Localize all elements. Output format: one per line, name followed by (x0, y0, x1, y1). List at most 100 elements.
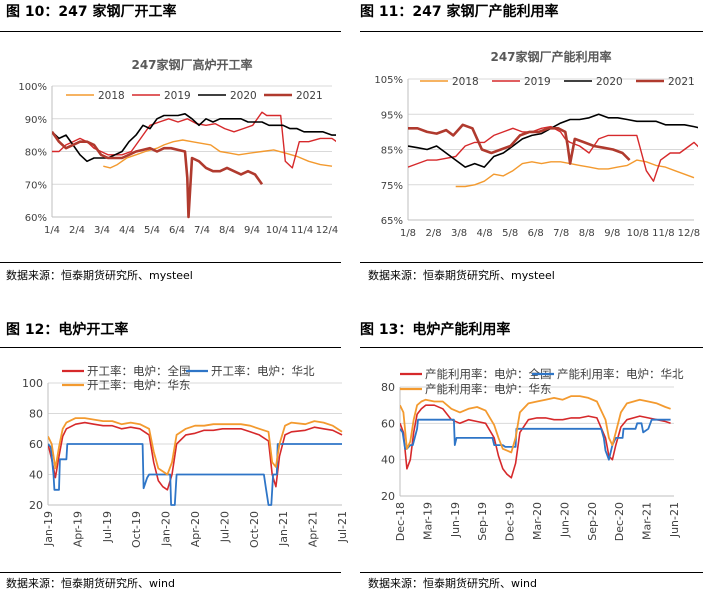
legend-label: 2020 (230, 90, 257, 102)
source-note: 数据来源：恒泰期货研究所、mysteel (6, 269, 193, 282)
series-line-series-0 (400, 404, 671, 479)
x-tick-label: Jun-20 (558, 502, 571, 538)
figure-title: 图 11：247 家钢厂产能利用率 (360, 4, 559, 20)
legend-label: 产能利用率：电炉：全国 (425, 367, 552, 381)
x-tick-label: Dec-20 (613, 502, 626, 541)
series-line-series-2 (408, 113, 698, 168)
x-tick-label: Jan-19 (42, 511, 55, 547)
footer-rule (0, 572, 341, 573)
x-tick-label: 1/8 (400, 228, 416, 239)
x-tick-label: 3/8 (451, 228, 467, 239)
series-line-series-3 (52, 131, 264, 219)
y-tick-label: 40 (29, 469, 43, 482)
legend-label: 2020 (596, 76, 623, 88)
series-line-series-1 (408, 125, 698, 182)
panel-fig10: 图 10：247 家钢厂开工率 247家钢厂高炉开工率 100% 90% 80% 70%… (0, 0, 353, 290)
y-tick-label: 75% (381, 181, 403, 192)
x-tick-label: 1/4 (44, 225, 60, 236)
x-tick-label: Apr-21 (307, 511, 320, 547)
series-line-series-1 (48, 443, 342, 506)
x-tick-label: 5/4 (144, 225, 160, 236)
x-tick-label: Jul-20 (218, 511, 231, 543)
y-tick-label: 40 (381, 454, 395, 467)
footer-rule (0, 262, 341, 263)
series-line-series-1 (400, 418, 671, 461)
y-tick-label: 105% (374, 75, 403, 86)
x-tick-label: 12/8 (678, 228, 700, 239)
series-line-series-1 (52, 111, 336, 169)
legend-label: 开工率：电炉：华东 (87, 378, 191, 392)
y-tick-label: 20 (381, 490, 395, 503)
x-tick-label: 10/4 (266, 225, 288, 236)
x-tick-label: 7/8 (553, 228, 569, 239)
source-note: 数据来源：恒泰期货研究所、wind (6, 577, 176, 590)
x-tick-label: Jun-21 (668, 502, 681, 538)
y-tick-label: 60 (29, 438, 43, 451)
y-tick-label: 85% (381, 146, 403, 157)
x-tick-label: 4/8 (477, 228, 493, 239)
x-tick-label: 9/4 (244, 225, 260, 236)
x-tick-label: Oct-20 (248, 511, 261, 548)
legend-label: 开工率：电炉：华北 (211, 364, 315, 378)
legend-label: 2018 (452, 76, 479, 88)
x-tick-label: 2/4 (69, 225, 85, 236)
series-line-series-0 (48, 421, 343, 491)
title-rule (0, 31, 341, 32)
x-tick-label: Dec-19 (504, 502, 517, 541)
x-tick-label: 10/8 (627, 228, 649, 239)
legend-label: 2021 (296, 90, 323, 102)
footer-rule (360, 262, 703, 263)
x-tick-label: Mar-19 (421, 502, 434, 540)
footer-rule (360, 572, 703, 573)
x-tick-label: 11/8 (652, 228, 674, 239)
x-tick-label: Jan-20 (160, 511, 173, 547)
x-tick-label: 5/8 (502, 228, 518, 239)
legend-label: 开工率：电炉：全国 (87, 364, 191, 378)
panel-fig12: 图 12：电炉开工率 100 80 60 40 20 Jan-19 Apr-19 Jul-19… (0, 318, 353, 605)
y-tick-label: 95% (381, 110, 403, 121)
y-tick-label: 60 (381, 417, 395, 430)
series-line-series-2 (52, 113, 336, 163)
x-tick-label: 9/8 (604, 228, 620, 239)
series-line-series-0 (103, 139, 333, 169)
x-tick-label: Sep-20 (586, 502, 599, 541)
chart-title: 247家钢厂产能利用率 (490, 49, 611, 64)
source-note: 数据来源：恒泰期货研究所、mysteel (368, 269, 555, 282)
x-tick-label: Jul-19 (101, 511, 114, 543)
x-tick-label: Jan-21 (277, 511, 290, 547)
legend-label: 2018 (98, 90, 125, 102)
x-tick-label: Apr-19 (71, 511, 84, 547)
panel-fig11: 图 11：247 家钢厂产能利用率 247家钢厂产能利用率 105% 95% 85% 7… (354, 0, 707, 290)
panel-fig13: 图 13：电炉产能利用率 80 60 40 20 Dec-18 Mar-19 Jun-19 S… (354, 318, 707, 605)
legend-label: 产能利用率：电炉：华东 (425, 382, 552, 396)
y-tick-label: 100 (22, 377, 43, 390)
x-tick-label: 6/4 (169, 225, 185, 236)
x-tick-label: Jun-19 (449, 502, 462, 538)
x-tick-label: Mar-21 (641, 502, 654, 540)
figure-title: 图 12：电炉开工率 (6, 322, 129, 338)
x-tick-label: 7/4 (194, 225, 210, 236)
y-tick-label: 80% (25, 148, 47, 159)
chart-title: 247家钢厂高炉开工率 (131, 57, 252, 72)
y-tick-label: 80 (381, 381, 395, 394)
x-tick-label: Dec-18 (394, 502, 407, 541)
legend-label: 2021 (668, 76, 695, 88)
x-tick-label: 6/8 (528, 228, 544, 239)
source-note: 数据来源：恒泰期货研究所、wind (368, 577, 538, 590)
chart-capacity-utilization: 247家钢厂产能利用率 105% 95% 85% 75% 65%1/8 2/8 3/8 4/8 5… (374, 49, 700, 239)
x-tick-label: Sep-19 (476, 502, 489, 541)
x-tick-label: 8/4 (219, 225, 235, 236)
series-line-series-2 (400, 395, 671, 454)
x-tick-label: Mar-20 (531, 502, 544, 540)
y-tick-label: 65% (381, 216, 403, 227)
x-tick-label: Apr-20 (189, 511, 202, 547)
title-rule (0, 347, 341, 348)
y-tick-label: 100% (18, 82, 47, 93)
legend-label: 2019 (164, 90, 191, 102)
series-line-series-0 (455, 159, 695, 188)
series-line-series-3 (408, 123, 631, 165)
y-tick-label: 20 (29, 499, 43, 512)
y-tick-label: 70% (25, 180, 47, 191)
